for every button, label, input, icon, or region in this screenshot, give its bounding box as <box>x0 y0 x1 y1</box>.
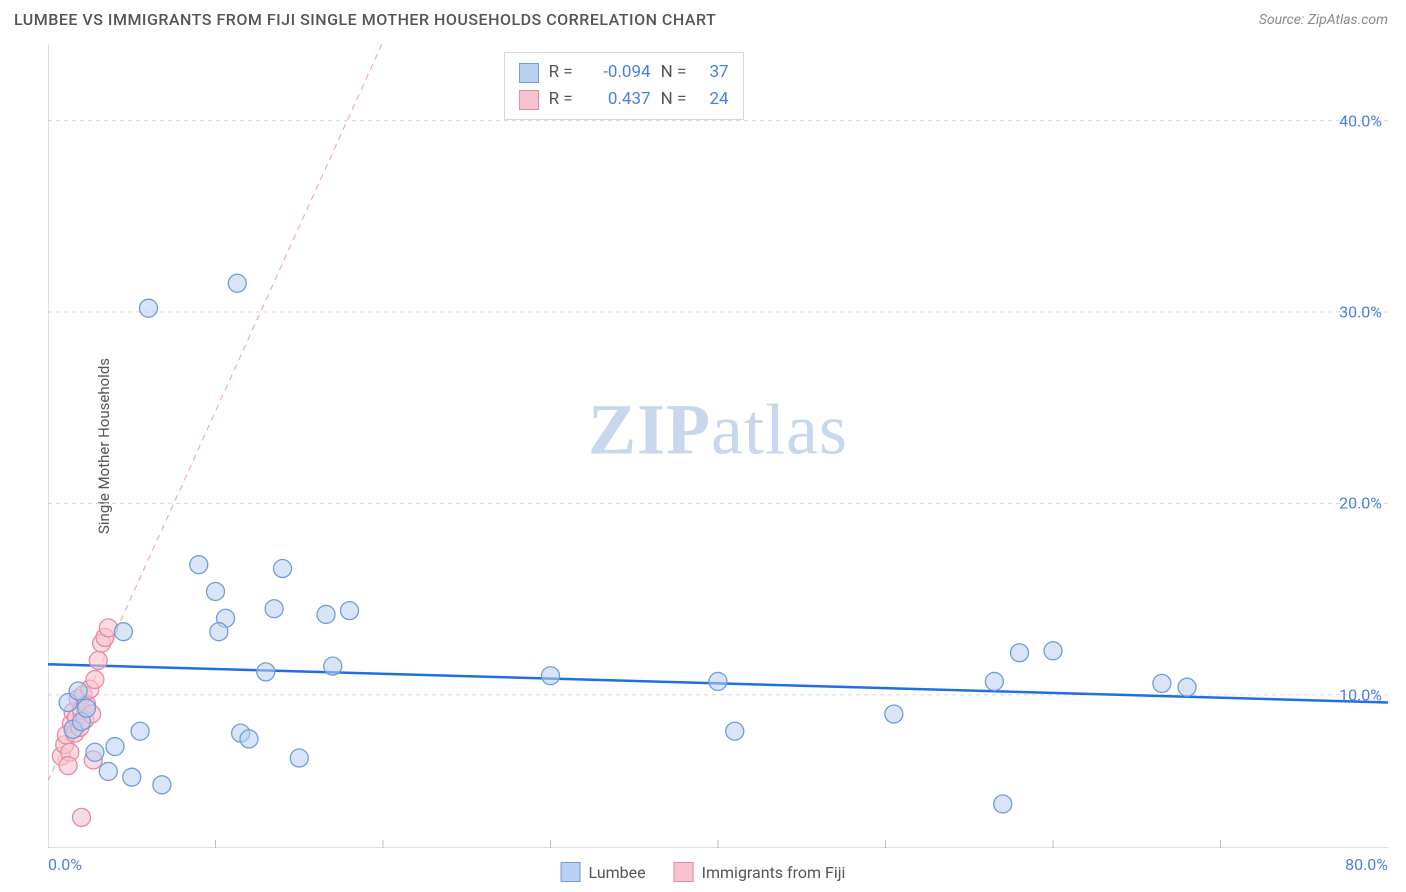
r-value: 0.437 <box>587 86 651 113</box>
r-label: R = <box>549 59 577 86</box>
y-tick-label: 40.0% <box>1339 111 1382 130</box>
stats-row: R = -0.094 N = 37 <box>519 59 729 86</box>
n-value: 24 <box>699 86 729 113</box>
legend: Lumbee Immigrants from Fiji <box>561 862 846 882</box>
series-swatch <box>561 862 581 882</box>
chart-area: Single Mother Households ZIPatlas R =-0.… <box>48 44 1388 848</box>
y-tick-label: 20.0% <box>1339 494 1382 513</box>
series-swatch <box>519 63 539 83</box>
series-swatch <box>519 90 539 110</box>
x-tick-label: 0.0% <box>48 855 82 874</box>
source-attribution: Source: ZipAtlas.com <box>1259 12 1388 28</box>
n-value: 37 <box>699 59 729 86</box>
legend-item: Lumbee <box>561 862 646 882</box>
y-tick-label: 30.0% <box>1339 303 1382 322</box>
legend-label: Lumbee <box>589 863 646 882</box>
n-label: N = <box>661 59 689 86</box>
chart-title: LUMBEE VS IMMIGRANTS FROM FIJI SINGLE MO… <box>14 10 716 29</box>
correlation-stats-box: R = -0.094 N = 37 R = 0.437 N = 24 <box>504 52 744 120</box>
stats-row: R = 0.437 N = 24 <box>519 86 729 113</box>
r-label: R = <box>549 86 577 113</box>
n-label: N = <box>661 86 689 113</box>
header: LUMBEE VS IMMIGRANTS FROM FIJI SINGLE MO… <box>0 0 1406 35</box>
scatter-plot <box>48 44 1388 848</box>
x-tick-label: 80.0% <box>1345 855 1388 874</box>
series-swatch <box>674 862 694 882</box>
r-value: -0.094 <box>587 59 651 86</box>
y-tick-label: 10.0% <box>1339 685 1382 704</box>
legend-item: Immigrants from Fiji <box>674 862 846 882</box>
legend-label: Immigrants from Fiji <box>702 863 846 882</box>
